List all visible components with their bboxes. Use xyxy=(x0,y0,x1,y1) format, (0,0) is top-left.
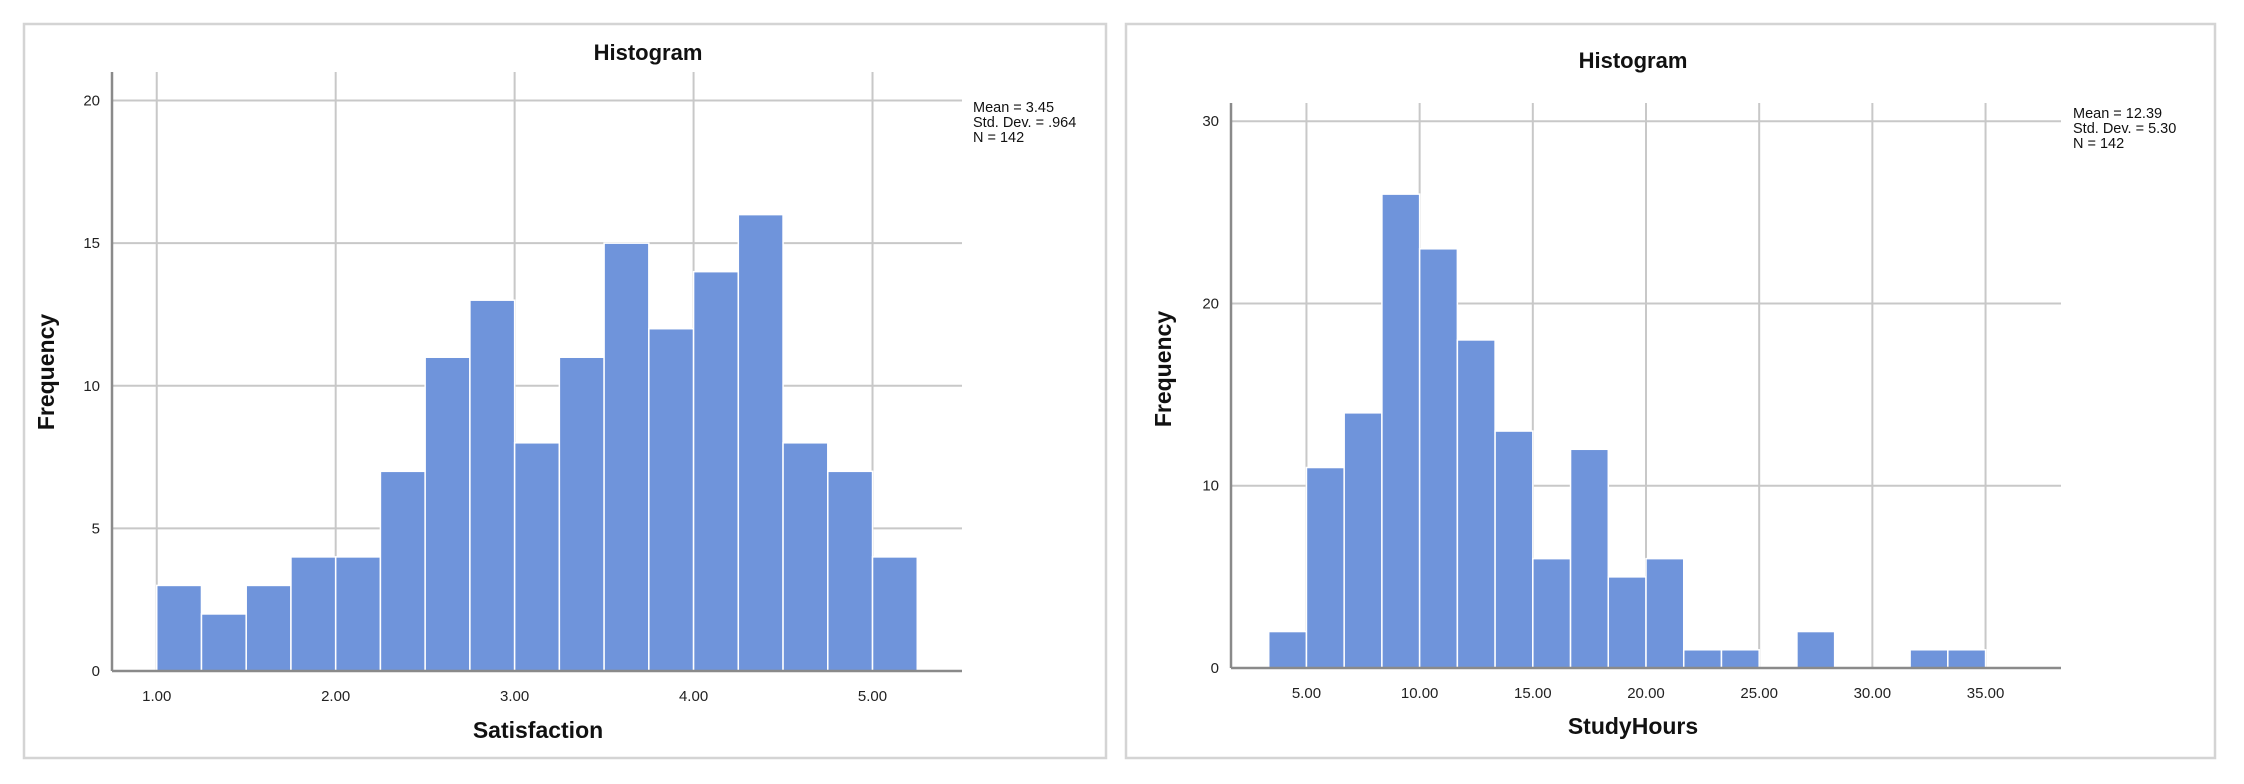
histogram-bar xyxy=(155,584,203,672)
chart-title: Histogram xyxy=(1579,48,1688,73)
histogram-chart-1: 0 5 10 15 20 1.00 2.00 3.00 4.00 5.00 Histogram Mea… xyxy=(22,22,1108,760)
histogram-bar xyxy=(1418,248,1459,669)
y-tick-label: 20 xyxy=(1202,295,1219,312)
x-tick-label: 30.00 xyxy=(1854,685,1892,702)
histogram-bar xyxy=(334,556,382,672)
histogram-bar xyxy=(1796,630,1836,669)
y-tick-label: 10 xyxy=(83,378,100,395)
histogram-bar xyxy=(827,470,874,672)
histogram-bar xyxy=(1645,557,1685,669)
stats-text: Mean = 3.45 xyxy=(973,100,1054,116)
histogram-chart-2: 0 10 20 30 5.00 10.00 15.00 20.00 25.00 30.00 35.0… xyxy=(1124,22,2217,760)
histogram-bar xyxy=(1381,193,1421,669)
y-tick-label: 15 xyxy=(83,235,100,252)
x-axis-label: Satisfaction xyxy=(473,717,603,743)
stats-text: N = 142 xyxy=(2073,136,2124,152)
y-tick-label: 20 xyxy=(83,93,100,110)
x-tick-label: 35.00 xyxy=(1967,685,2005,702)
histogram-bar xyxy=(290,556,337,672)
x-tick-label: 3.00 xyxy=(500,688,529,705)
histogram-bar xyxy=(1569,448,1610,669)
x-tick-label: 5.00 xyxy=(858,688,887,705)
histogram-bar xyxy=(1607,576,1647,669)
histogram-bar xyxy=(558,356,605,672)
x-tick-label: 15.00 xyxy=(1514,685,1552,702)
x-tick-label: 20.00 xyxy=(1627,685,1665,702)
x-tick-label: 1.00 xyxy=(142,688,171,705)
y-tick-label: 10 xyxy=(1202,478,1219,495)
histogram-bar xyxy=(603,242,650,672)
histogram-bar xyxy=(379,470,426,672)
histogram-bar xyxy=(1456,339,1496,669)
histogram-bar xyxy=(1267,630,1308,669)
stats-text: Std. Dev. = .964 xyxy=(973,115,1076,131)
histogram-bar xyxy=(1720,649,1760,669)
histogram-bar xyxy=(1947,649,1987,669)
histogram-bar xyxy=(871,556,919,672)
stats-text: Std. Dev. = 5.30 xyxy=(2073,121,2176,137)
histogram-bar xyxy=(1532,557,1572,669)
histogram-bar xyxy=(1909,649,1949,669)
histogram-bar xyxy=(692,270,740,672)
histogram-bar xyxy=(1682,649,1723,669)
histogram-bar xyxy=(648,327,695,672)
stats-text: N = 142 xyxy=(973,130,1024,146)
histogram-bar xyxy=(200,613,247,672)
x-axis-label: StudyHours xyxy=(1568,713,1698,739)
y-tick-label: 5 xyxy=(92,520,100,537)
y-axis-label: Frequency xyxy=(1150,311,1176,428)
histogram-bar xyxy=(1305,466,1345,669)
y-tick-label: 30 xyxy=(1202,113,1219,130)
y-tick-label: 0 xyxy=(92,663,100,680)
x-tick-label: 5.00 xyxy=(1292,685,1321,702)
histogram-bar xyxy=(737,213,784,672)
x-tick-label: 4.00 xyxy=(679,688,708,705)
histogram-bar xyxy=(513,442,561,672)
y-tick-label: 0 xyxy=(1211,660,1219,677)
chart-title: Histogram xyxy=(594,40,703,65)
x-tick-label: 25.00 xyxy=(1740,685,1778,702)
x-tick-label: 10.00 xyxy=(1401,685,1439,702)
y-axis-label: Frequency xyxy=(33,314,59,431)
histogram-bar xyxy=(1494,430,1534,669)
x-tick-label: 2.00 xyxy=(321,688,350,705)
stats-text: Mean = 12.39 xyxy=(2073,106,2162,122)
histogram-bar xyxy=(782,442,829,672)
histogram-bar xyxy=(245,584,292,672)
histogram-bar xyxy=(424,356,471,672)
histogram-bar xyxy=(469,299,516,672)
histogram-bar xyxy=(1343,412,1383,669)
